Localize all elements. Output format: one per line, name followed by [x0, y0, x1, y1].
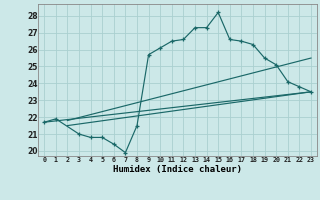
X-axis label: Humidex (Indice chaleur): Humidex (Indice chaleur) [113, 165, 242, 174]
